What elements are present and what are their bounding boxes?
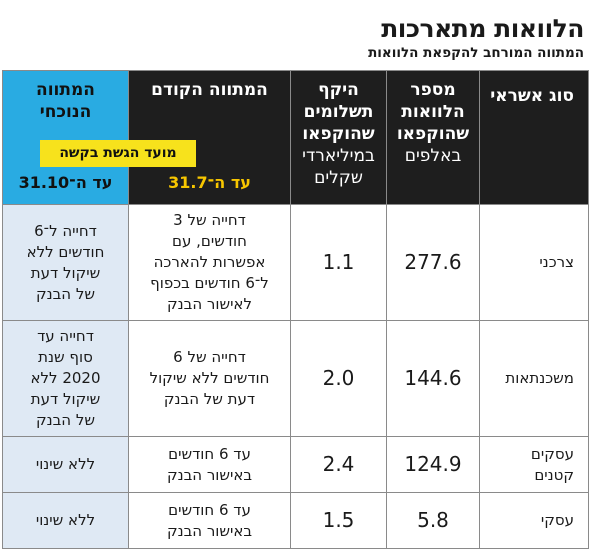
row-previous-line: באישור הבנק — [166, 465, 253, 484]
col-header-amount-unit: שקלים — [314, 168, 363, 188]
row-type-line: עסקים — [530, 444, 574, 463]
col-header-previous: המתווה הקודם עד ה־31.7 — [128, 70, 291, 205]
row-previous: דחייה של 3 חודשים, עם אפשרות להארכה ל־6 … — [128, 204, 291, 321]
table-row: משכנתאות 144.6 2.0 דחייה של 6 חודשים ללא… — [2, 320, 589, 437]
row-amount: 1.5 — [290, 492, 387, 549]
row-amount: 2.4 — [290, 436, 387, 493]
row-current-line: דחייה ל־6 — [34, 221, 97, 240]
row-type: צרכני — [479, 204, 589, 321]
row-previous-line: דחייה של 3 — [173, 211, 246, 229]
table-row: עסקי 5.8 1.5 עד 6 חודשים באישור הבנק ללא… — [2, 492, 589, 549]
row-previous-line: חודשים ללא שיקול — [149, 369, 270, 387]
row-previous-line: עד 6 חודשים — [168, 444, 251, 463]
row-amount: 2.0 — [290, 320, 387, 437]
row-previous-line: באישור הבנק — [166, 521, 253, 540]
row-previous-line: לאישור הבנק — [167, 295, 252, 313]
row-current-line: שיקול דעת — [30, 390, 101, 408]
row-count: 144.6 — [386, 320, 480, 437]
table-row: צרכני 277.6 1.1 דחייה של 3 חודשים, עם אפ… — [2, 204, 589, 321]
row-count: 5.8 — [386, 492, 480, 549]
row-current-line: 2020 ללא — [30, 369, 101, 387]
col-header-count-line: מספר — [410, 80, 456, 100]
col-header-amount-line: שהוקפאו — [302, 124, 375, 144]
page-title: הלוואות מתארכות — [381, 14, 584, 43]
row-current-line: חודשים ללא — [26, 242, 105, 261]
col-header-current: המתווה הנוכחי עד ה־31.10 — [2, 70, 129, 205]
row-current-line: של הבנק — [35, 411, 96, 429]
row-previous: דחייה של 6 חודשים ללא שיקול דעת של הבנק — [128, 320, 291, 437]
deadline-badge: מועד הגשת בקשה — [40, 140, 196, 167]
row-previous: עד 6 חודשים באישור הבנק — [128, 492, 291, 549]
col-header-count-unit: באלפים — [404, 146, 462, 166]
row-current-line: של הבנק — [35, 284, 96, 303]
row-count: 124.9 — [386, 436, 480, 493]
row-previous-line: אפשרות להארכה — [153, 253, 266, 271]
col-header-current-line: הנוכחי — [39, 102, 92, 122]
row-current: ללא שינוי — [2, 492, 129, 549]
current-date: עד ה־31.10 — [18, 173, 113, 192]
row-type: משכנתאות — [479, 320, 589, 437]
row-previous: עד 6 חודשים באישור הבנק — [128, 436, 291, 493]
header-row: סוג אשראי מספר הלוואות שהוקפאו באלפים הי… — [2, 70, 589, 205]
row-current-line: שיקול דעת — [30, 263, 101, 282]
row-current: דחייה ל־6 חודשים ללא שיקול דעת של הבנק — [2, 204, 129, 321]
loans-table: סוג אשראי מספר הלוואות שהוקפאו באלפים הי… — [2, 70, 589, 549]
row-previous-line: ל־6 חודשים בכפוף — [150, 274, 269, 292]
row-previous-line: דחייה של 6 — [173, 348, 246, 366]
page-subtitle: המתווה המורחב להקפאת הלוואות — [368, 45, 584, 61]
row-current: ללא שינוי — [2, 436, 129, 493]
row-previous-line: עד 6 חודשים — [168, 500, 251, 519]
row-current-line: דחייה עד — [37, 327, 94, 345]
header: הלוואות מתארכות המתווה המורחב להקפאת הלו… — [0, 0, 590, 68]
row-previous-line: דעת של הבנק — [163, 390, 256, 408]
col-header-previous-label: המתווה הקודם — [151, 80, 268, 100]
row-previous-line: חודשים, עם — [172, 232, 247, 250]
row-current-line: סוף שנת — [38, 348, 93, 366]
row-current: דחייה עד סוף שנת 2020 ללא שיקול דעת של ה… — [2, 320, 129, 437]
col-header-count-line: שהוקפאו — [396, 124, 470, 144]
row-count: 277.6 — [386, 204, 480, 321]
col-header-count-line: הלוואות — [401, 102, 465, 122]
col-header-amount: היקף תשלומים שהוקפאו במיליארדי שקלים — [290, 70, 387, 205]
col-header-amount-line: תשלומים — [303, 102, 374, 122]
col-header-type: סוג אשראי — [479, 70, 589, 205]
previous-date: עד ה־31.7 — [168, 173, 251, 192]
col-header-amount-line: היקף — [318, 80, 359, 100]
col-header-count: מספר הלוואות שהוקפאו באלפים — [386, 70, 480, 205]
col-header-amount-unit: במיליארדי — [302, 146, 375, 166]
row-type: עסקים קטנים — [479, 436, 589, 493]
table-row: עסקים קטנים 124.9 2.4 עד 6 חודשים באישור… — [2, 436, 589, 493]
row-amount: 1.1 — [290, 204, 387, 321]
col-header-current-line: המתווה — [36, 80, 95, 100]
row-type: עסקי — [479, 492, 589, 549]
row-type-line: קטנים — [534, 465, 574, 484]
